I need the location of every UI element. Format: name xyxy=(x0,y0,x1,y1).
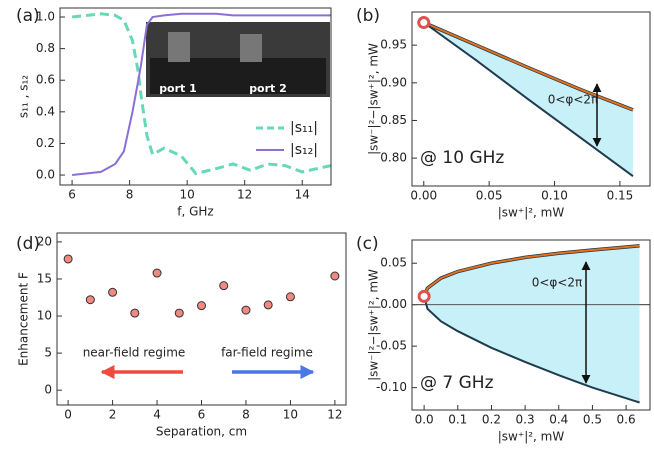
plot-frame xyxy=(56,232,347,406)
start-marker xyxy=(417,16,431,30)
x-axis-label: Separation, cm xyxy=(156,425,247,439)
x-tick-label: 0.05 xyxy=(476,189,503,203)
y-tick-label: 0.90 xyxy=(380,75,407,89)
x-axis-label: |sw⁺|², mW xyxy=(498,206,565,220)
point xyxy=(263,300,273,310)
x-tick-label: 0.15 xyxy=(607,189,634,203)
x-tick-label: 0.3 xyxy=(516,413,535,427)
x-tick-label: 0.0 xyxy=(415,413,434,427)
x-tick-label: 0.10 xyxy=(541,189,568,203)
annotation: @ 10 GHz xyxy=(420,148,504,168)
x-tick-label: 10 xyxy=(180,188,195,202)
start-marker xyxy=(417,289,431,303)
y-tick-label: 0.95 xyxy=(380,38,407,52)
y-axis-label: |sw⁻|²−|sw⁺|², mW xyxy=(367,269,381,381)
x-tick-label: 0.1 xyxy=(448,413,467,427)
y-tick-label: -0.10 xyxy=(376,380,407,394)
y-tick-label: 15 xyxy=(37,271,52,285)
y-tick-label: 0.6 xyxy=(36,73,55,87)
inset-label: port 2 xyxy=(249,82,287,95)
x-tick-label: 14 xyxy=(295,188,310,202)
x-axis-label: |sw⁺|², mW xyxy=(498,430,565,444)
legend-label: |s₁₁| xyxy=(290,120,318,136)
inset-label: port 1 xyxy=(159,82,197,95)
annotation: 0<φ<2π xyxy=(548,93,599,107)
series-line xyxy=(423,21,634,178)
plot-frame xyxy=(411,11,651,187)
annotation: far-field regime xyxy=(221,346,313,360)
point xyxy=(152,268,162,278)
annotation: @ 7 GHz xyxy=(420,373,494,393)
inset-port xyxy=(168,32,190,62)
x-tick-label: 10 xyxy=(283,408,298,422)
point xyxy=(85,295,95,305)
y-tick-label: 0.85 xyxy=(380,113,407,127)
y-tick-label: 0.05 xyxy=(380,256,407,270)
y-axis-label: |sw⁻|²−|sw⁺|², mW xyxy=(367,43,381,155)
series-line xyxy=(71,12,332,176)
x-tick-label: 12 xyxy=(237,188,252,202)
panel-label: (d) xyxy=(16,234,40,254)
y-tick-label: 0.00 xyxy=(380,297,407,311)
y-axis-label: Enhancement F xyxy=(17,272,31,366)
y-tick-label: 10 xyxy=(37,309,52,323)
y-tick-label: 20 xyxy=(37,234,52,248)
x-tick-label: 4 xyxy=(153,408,161,422)
y-tick-label: 0.4 xyxy=(36,104,55,118)
point xyxy=(219,281,229,291)
x-tick-label: 0.00 xyxy=(410,189,437,203)
y-axis-label: s₁₁ , s₁₂ xyxy=(17,75,31,118)
y-tick-label: 0.2 xyxy=(36,136,55,150)
point xyxy=(174,308,184,318)
x-tick-label: 0.2 xyxy=(482,413,501,427)
x-tick-label: 6 xyxy=(68,188,76,202)
x-tick-label: 0.5 xyxy=(583,413,602,427)
y-tick-label: 0.0 xyxy=(36,168,55,182)
panel-label: (c) xyxy=(356,234,379,254)
plot-frame xyxy=(59,7,332,186)
x-tick-label: 0.4 xyxy=(549,413,568,427)
point xyxy=(197,301,206,311)
legend-label: |s₁₂| xyxy=(290,142,318,158)
x-tick-label: 8 xyxy=(242,408,250,422)
plot-frame xyxy=(411,239,651,411)
point xyxy=(108,287,118,297)
series-line xyxy=(423,244,640,297)
x-tick-label: 8 xyxy=(126,188,134,202)
panel-label: (b) xyxy=(356,6,380,26)
point xyxy=(130,308,140,318)
point xyxy=(330,271,340,281)
annotation: near-field regime xyxy=(83,346,186,360)
y-tick-label: 5 xyxy=(44,346,52,360)
annotation: 0<φ<2π xyxy=(532,276,583,290)
series-line xyxy=(71,12,331,176)
point xyxy=(241,305,251,315)
inset-port xyxy=(240,34,262,62)
point xyxy=(63,254,73,264)
x-tick-label: 0.6 xyxy=(617,413,636,427)
y-tick-label: -0.05 xyxy=(376,339,407,353)
x-tick-label: 6 xyxy=(198,408,206,422)
series-line xyxy=(423,296,640,404)
x-tick-label: 0 xyxy=(64,408,72,422)
x-tick-label: 12 xyxy=(327,408,342,422)
inset-table xyxy=(150,58,326,94)
y-tick-label: 0.80 xyxy=(380,151,407,165)
y-tick-label: 1.0 xyxy=(36,10,55,24)
panel-label: (a) xyxy=(16,6,40,26)
point xyxy=(285,292,295,302)
x-axis-label: f, GHz xyxy=(177,205,213,219)
y-tick-label: 0 xyxy=(44,383,52,397)
x-tick-label: 2 xyxy=(109,408,117,422)
y-tick-label: 0.8 xyxy=(36,41,55,55)
